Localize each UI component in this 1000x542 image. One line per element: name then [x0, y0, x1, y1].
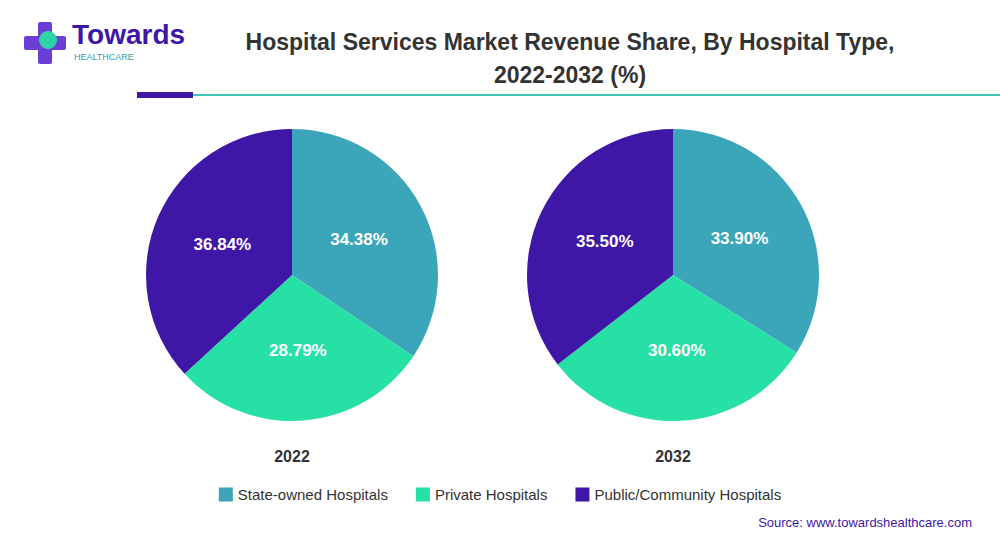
svg-text:28.79%: 28.79% — [269, 341, 327, 360]
svg-text:Source: www.towardshealthcare.: Source: www.towardshealthcare.com — [758, 515, 972, 530]
svg-text:HEALTHCARE: HEALTHCARE — [74, 52, 134, 62]
svg-text:35.50%: 35.50% — [576, 232, 634, 251]
svg-text:2022: 2022 — [274, 448, 310, 465]
svg-text:2022-2032 (%): 2022-2032 (%) — [494, 62, 646, 88]
svg-text:Hospital Services Market Reven: Hospital Services Market Revenue Share, … — [246, 29, 895, 55]
svg-text:Towards: Towards — [72, 19, 185, 50]
svg-text:State-owned Hospitals: State-owned Hospitals — [238, 486, 388, 503]
svg-text:30.60%: 30.60% — [648, 341, 706, 360]
svg-text:2032: 2032 — [655, 448, 691, 465]
svg-text:Private Hospitals: Private Hospitals — [435, 486, 548, 503]
svg-text:36.84%: 36.84% — [194, 235, 252, 254]
svg-text:Public/Community Hospitals: Public/Community Hospitals — [594, 486, 781, 503]
svg-text:33.90%: 33.90% — [711, 229, 769, 248]
svg-text:34.38%: 34.38% — [330, 230, 388, 249]
